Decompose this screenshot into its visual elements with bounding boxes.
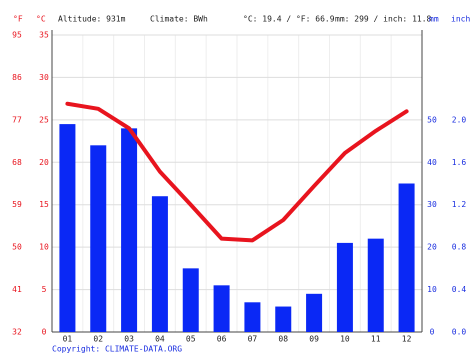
y-tick-label: 10 bbox=[39, 243, 49, 252]
temperature-summary: °C: 19.4 / °F: 66.9 bbox=[243, 15, 335, 24]
precipitation-bar bbox=[213, 285, 230, 332]
axis-unit-inch: inch bbox=[451, 15, 470, 24]
y4-tick-label: 0.4 bbox=[452, 285, 467, 294]
y4-tick-label: 0.8 bbox=[452, 243, 467, 252]
y-tick-label: 25 bbox=[39, 115, 49, 124]
y4-tick-label: 2.0 bbox=[452, 115, 467, 124]
precipitation-bar bbox=[151, 196, 168, 332]
y-tick-label: 0 bbox=[42, 328, 47, 337]
x-tick-label: 08 bbox=[278, 335, 288, 344]
precipitation-bar bbox=[244, 302, 261, 332]
y-tick-label: 5 bbox=[42, 285, 47, 294]
y3-tick-label: 40 bbox=[427, 158, 437, 167]
climate: Climate: BWh bbox=[150, 15, 208, 24]
y2-tick-label: 86 bbox=[12, 73, 22, 82]
y2-tick-label: 77 bbox=[12, 115, 22, 124]
y2-tick-label: 41 bbox=[12, 285, 22, 294]
precipitation-bar bbox=[367, 238, 384, 332]
precipitation-bar bbox=[90, 145, 107, 332]
y3-tick-label: 10 bbox=[427, 285, 437, 294]
x-tick-label: 06 bbox=[217, 335, 227, 344]
temperature-line bbox=[65, 101, 409, 243]
x-tick-label: 04 bbox=[155, 335, 165, 344]
x-tick-label: 09 bbox=[309, 335, 319, 344]
y4-tick-label: 1.2 bbox=[452, 200, 467, 209]
y-tick-label: 30 bbox=[39, 73, 49, 82]
y4-tick-label: 0.0 bbox=[452, 328, 467, 337]
y3-tick-label: 30 bbox=[427, 200, 437, 209]
precipitation-bar bbox=[306, 293, 323, 332]
y2-tick-label: 95 bbox=[12, 31, 22, 40]
y-tick-label: 20 bbox=[39, 158, 49, 167]
precipitation-bar bbox=[182, 268, 199, 332]
x-tick-label: 11 bbox=[371, 335, 381, 344]
y3-tick-label: 50 bbox=[427, 115, 437, 124]
x-tick-label: 02 bbox=[93, 335, 103, 344]
y-tick-label: 35 bbox=[39, 31, 49, 40]
y3-tick-label: 0 bbox=[430, 328, 435, 337]
x-tick-label: 07 bbox=[248, 335, 258, 344]
x-tick-label: 05 bbox=[186, 335, 196, 344]
x-tick-label: 03 bbox=[124, 335, 134, 344]
y2-tick-label: 59 bbox=[12, 200, 22, 209]
x-tick-label: 12 bbox=[402, 335, 412, 344]
precipitation-bar bbox=[398, 183, 415, 332]
x-tick-label: 01 bbox=[63, 335, 73, 344]
y2-tick-label: 50 bbox=[12, 243, 22, 252]
axis-unit-mm: mm bbox=[429, 15, 439, 24]
y2-tick-label: 68 bbox=[12, 158, 22, 167]
y4-tick-label: 1.6 bbox=[452, 158, 467, 167]
y-tick-label: 15 bbox=[39, 200, 49, 209]
precipitation-bar bbox=[121, 128, 138, 332]
precipitation-bar bbox=[59, 124, 76, 332]
y3-tick-label: 20 bbox=[427, 243, 437, 252]
altitude: Altitude: 931m bbox=[58, 15, 126, 24]
x-tick-label: 10 bbox=[340, 335, 350, 344]
copyright: Copyright: CLIMATE-DATA.ORG bbox=[52, 345, 182, 354]
precipitation-summary: mm: 299 / inch: 11.8 bbox=[335, 15, 432, 24]
precipitation-bar bbox=[275, 306, 292, 332]
y2-tick-label: 32 bbox=[12, 328, 22, 337]
precipitation-bar bbox=[336, 242, 353, 332]
axis-unit-f: °F bbox=[13, 15, 23, 24]
axis-unit-c: °C bbox=[36, 15, 46, 24]
